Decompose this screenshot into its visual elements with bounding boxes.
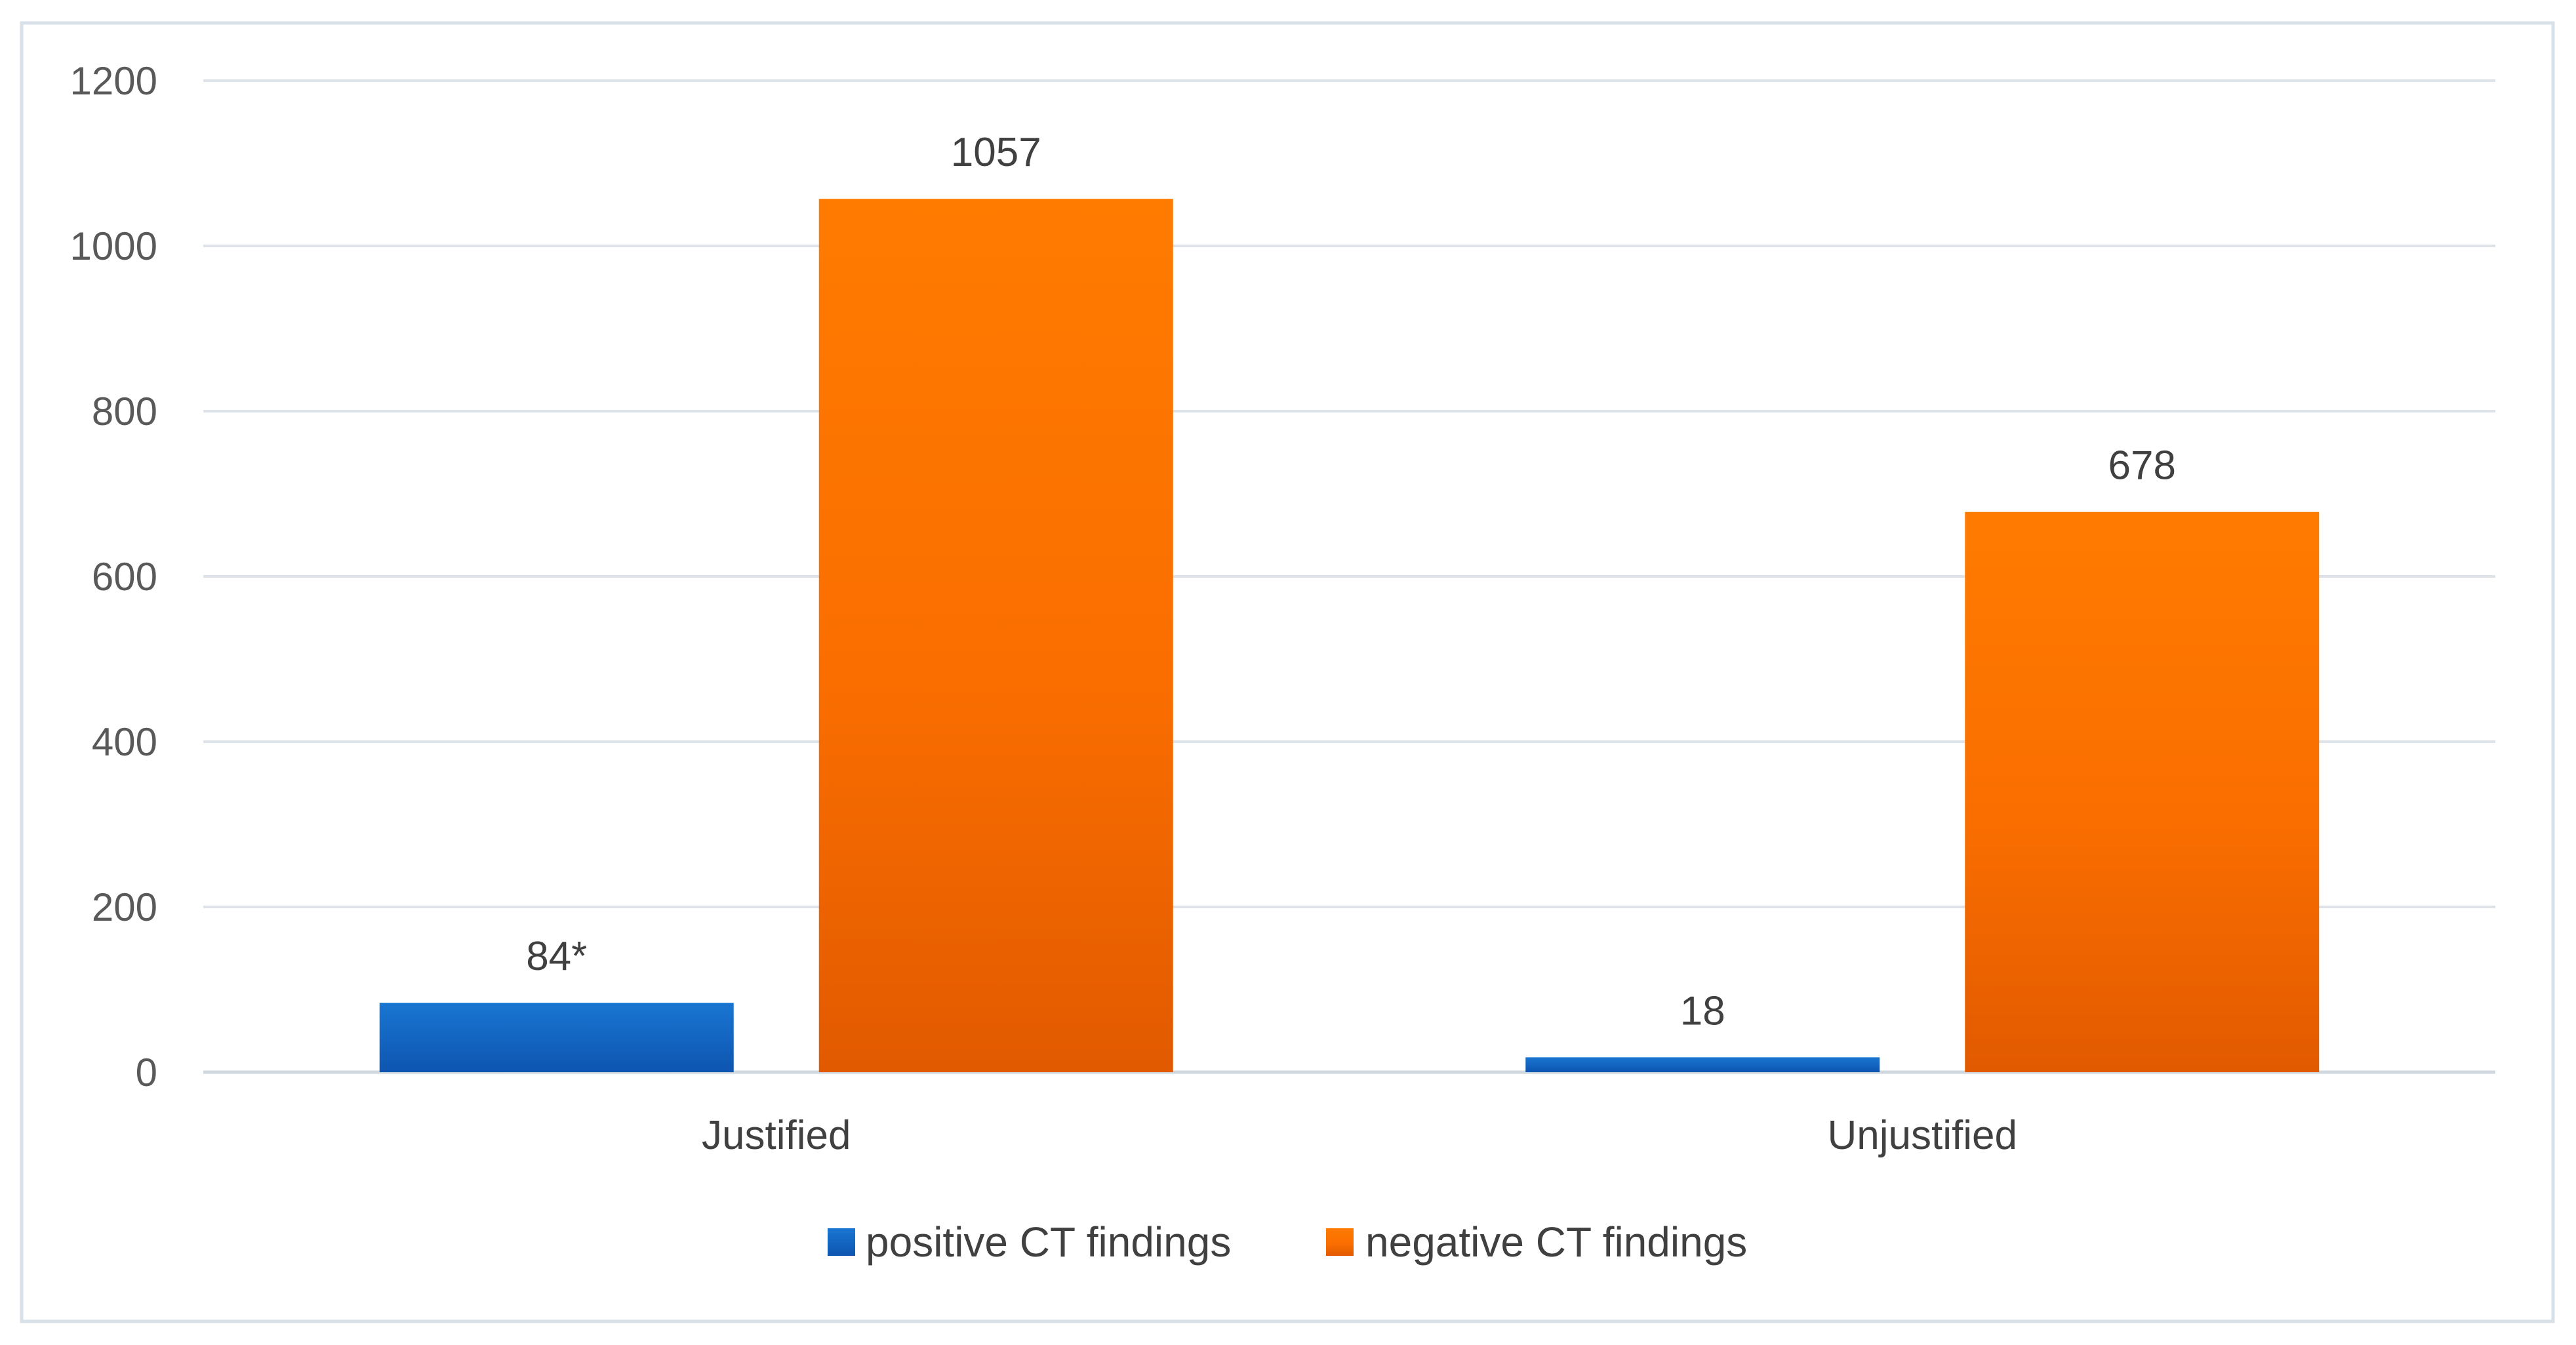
data-label-unjustified-negative-ct-findings: 678 [2108,443,2176,489]
legend-swatch-positive-ct-findings [828,1228,855,1256]
bar-unjustified-positive-ct-findings [1525,1057,1880,1072]
y-tick-label-0: 0 [136,1051,157,1094]
bars [379,199,2320,1073]
category-label-justified: Justified [702,1113,851,1158]
legend-swatch-negative-ct-findings [1326,1228,1354,1256]
category-label-unjustified: Unjustified [1828,1113,2017,1158]
y-tick-label-600: 600 [92,555,157,599]
data-labels: 84* 1057 18 678 [526,130,2176,1034]
data-label-justified-positive-ct-findings: 84* [526,934,587,979]
legend-label-positive-ct-findings: positive CT findings [866,1218,1231,1266]
y-axis-tick-labels: 0 200 400 600 800 1000 1200 [70,59,157,1094]
data-label-justified-negative-ct-findings: 1057 [951,130,1041,175]
bar-justified-positive-ct-findings [379,1003,734,1072]
legend-label-negative-ct-findings: negative CT findings [1365,1218,1747,1266]
y-tick-label-1200: 1200 [70,59,157,103]
y-tick-label-400: 400 [92,720,157,764]
x-axis-category-labels: Justified Unjustified [702,1113,2017,1158]
bar-unjustified-negative-ct-findings [1965,512,2320,1072]
y-tick-label-800: 800 [92,390,157,433]
y-tick-label-1000: 1000 [70,224,157,268]
bar-justified-negative-ct-findings [818,199,1173,1073]
data-label-unjustified-positive-ct-findings: 18 [1680,988,1725,1034]
y-tick-label-200: 200 [92,885,157,929]
legend: positive CT findings negative CT finding… [828,1218,1747,1266]
